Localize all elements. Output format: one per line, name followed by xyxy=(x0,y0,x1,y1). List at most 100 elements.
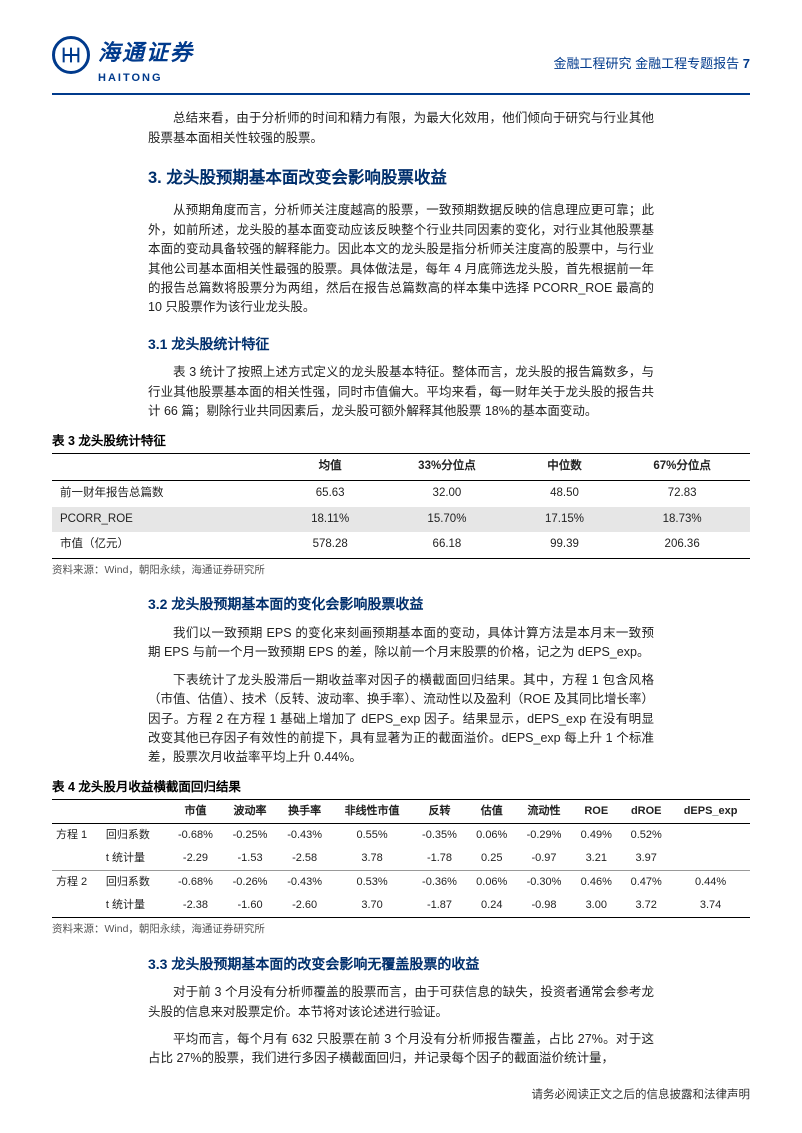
table-3-title: 表 3 龙头股统计特征 xyxy=(52,432,750,451)
t4-r2c5: 0.53% xyxy=(332,871,412,895)
t3-r1c0: PCORR_ROE xyxy=(52,507,281,533)
t4-h6: 反转 xyxy=(412,800,467,824)
t4-r1c3: -1.53 xyxy=(223,847,278,871)
t4-r1c2: -2.29 xyxy=(168,847,223,871)
t4-r0c9: 0.49% xyxy=(571,824,621,848)
t4-r2c2: -0.68% xyxy=(168,871,223,895)
section-3-2-para1: 我们以一致预期 EPS 的变化来刻画预期基本面的变动，具体计算方法是本月末一致预… xyxy=(148,624,654,663)
table-3-block: 表 3 龙头股统计特征 均值 33%分位点 中位数 67%分位点 前一财年报告总… xyxy=(52,432,750,579)
t4-h4: 换手率 xyxy=(277,800,332,824)
t3-r2c3: 99.39 xyxy=(515,532,615,558)
logo-block: 海通证券 HAITONG xyxy=(52,36,194,87)
t4-r3c9: 3.00 xyxy=(571,894,621,918)
t4-r3c8: -0.98 xyxy=(517,894,572,918)
table-4-source: 资料来源：Wind，朝阳永续，海通证券研究所 xyxy=(52,921,750,937)
table-row: 市值（亿元） 578.28 66.18 99.39 206.36 xyxy=(52,532,750,558)
t3-r1c4: 18.73% xyxy=(614,507,750,533)
header-category: 金融工程研究 金融工程专题报告 xyxy=(554,56,740,71)
t4-r2c8: -0.30% xyxy=(517,871,572,895)
t4-r2c7: 0.06% xyxy=(467,871,517,895)
haitong-logo-icon xyxy=(52,36,90,74)
logo-en: HAITONG xyxy=(98,70,194,87)
t4-r3c1: t 统计量 xyxy=(102,894,168,918)
section-3-title: 3. 龙头股预期基本面改变会影响股票收益 xyxy=(148,166,750,192)
t4-h2: 市值 xyxy=(168,800,223,824)
t3-r2c1: 578.28 xyxy=(281,532,379,558)
t3-r1c2: 15.70% xyxy=(379,507,515,533)
t4-h9: ROE xyxy=(571,800,621,824)
table-row: 前一财年报告总篇数 65.63 32.00 48.50 72.83 xyxy=(52,480,750,506)
header-divider xyxy=(52,93,750,95)
t3-h4: 67%分位点 xyxy=(614,453,750,480)
section-3-1-title: 3.1 龙头股统计特征 xyxy=(148,334,750,356)
t4-h3: 波动率 xyxy=(223,800,278,824)
t4-r3c2: -2.38 xyxy=(168,894,223,918)
t4-r1c0 xyxy=(52,847,102,871)
page: 海通证券 HAITONG 金融工程研究 金融工程专题报告 7 总结来看，由于分析… xyxy=(0,0,802,1069)
t4-r2c10: 0.47% xyxy=(621,871,671,895)
table-4-block: 表 4 龙头股月收益横截面回归结果 市值 波动率 换手率 非线性市值 反转 估值… xyxy=(52,778,750,938)
t4-r1c4: -2.58 xyxy=(277,847,332,871)
t3-r0c1: 65.63 xyxy=(281,480,379,506)
t3-h0 xyxy=(52,453,281,480)
t4-r3c7: 0.24 xyxy=(467,894,517,918)
t4-r0c11 xyxy=(671,824,750,848)
logo-text: 海通证券 HAITONG xyxy=(98,36,194,87)
section-3-1-para: 表 3 统计了按照上述方式定义的龙头股基本特征。整体而言，龙头股的报告篇数多，与… xyxy=(148,363,654,421)
t4-r1c7: 0.25 xyxy=(467,847,517,871)
page-header: 海通证券 HAITONG 金融工程研究 金融工程专题报告 7 xyxy=(52,36,750,87)
page-number: 7 xyxy=(743,56,750,71)
t4-r2c6: -0.36% xyxy=(412,871,467,895)
t4-r0c6: -0.35% xyxy=(412,824,467,848)
section-3-2-para2: 下表统计了龙头股滞后一期收益率对因子的横截面回归结果。其中，方程 1 包含风格（… xyxy=(148,671,654,768)
t4-r0c0: 方程 1 xyxy=(52,824,102,848)
section-3-3-para1: 对于前 3 个月没有分析师覆盖的股票而言，由于可获信息的缺失，投资者通常会参考龙… xyxy=(148,983,654,1022)
section-3-3-title: 3.3 龙头股预期基本面的改变会影响无覆盖股票的收益 xyxy=(148,954,750,976)
logo-cn: 海通证券 xyxy=(98,36,194,70)
t4-r0c1: 回归系数 xyxy=(102,824,168,848)
t3-h1: 均值 xyxy=(281,453,379,480)
intro-paragraph: 总结来看，由于分析师的时间和精力有限，为最大化效用，他们倾向于研究与行业其他股票… xyxy=(148,109,654,148)
section-3-2-title: 3.2 龙头股预期基本面的变化会影响股票收益 xyxy=(148,594,750,616)
t4-r3c0 xyxy=(52,894,102,918)
t4-r2c9: 0.46% xyxy=(571,871,621,895)
table-3-source: 资料来源：Wind，朝阳永续，海通证券研究所 xyxy=(52,562,750,578)
t4-h1 xyxy=(102,800,168,824)
t4-r2c1: 回归系数 xyxy=(102,871,168,895)
table-row: t 统计量 -2.29 -1.53 -2.58 3.78 -1.78 0.25 … xyxy=(52,847,750,871)
t4-r2c3: -0.26% xyxy=(223,871,278,895)
t4-r3c3: -1.60 xyxy=(223,894,278,918)
table-4: 市值 波动率 换手率 非线性市值 反转 估值 流动性 ROE dROE dEPS… xyxy=(52,799,750,918)
t4-h8: 流动性 xyxy=(517,800,572,824)
t4-h7: 估值 xyxy=(467,800,517,824)
t3-r2c4: 206.36 xyxy=(614,532,750,558)
t4-r1c10: 3.97 xyxy=(621,847,671,871)
t4-r2c0: 方程 2 xyxy=(52,871,102,895)
header-right: 金融工程研究 金融工程专题报告 7 xyxy=(554,36,750,74)
t4-r3c6: -1.87 xyxy=(412,894,467,918)
t4-h11: dEPS_exp xyxy=(671,800,750,824)
t4-h10: dROE xyxy=(621,800,671,824)
section-3-3-para2: 平均而言，每个月有 632 只股票在前 3 个月没有分析师报告覆盖，占比 27%… xyxy=(148,1030,654,1069)
t4-r3c5: 3.70 xyxy=(332,894,412,918)
t3-r0c0: 前一财年报告总篇数 xyxy=(52,480,281,506)
t4-r1c5: 3.78 xyxy=(332,847,412,871)
footer-disclaimer: 请务必阅读正文之后的信息披露和法律声明 xyxy=(532,1087,751,1105)
t4-h5: 非线性市值 xyxy=(332,800,412,824)
t4-h0 xyxy=(52,800,102,824)
t3-h3: 中位数 xyxy=(515,453,615,480)
t3-r0c3: 48.50 xyxy=(515,480,615,506)
t4-r0c2: -0.68% xyxy=(168,824,223,848)
t4-r0c10: 0.52% xyxy=(621,824,671,848)
t3-r2c2: 66.18 xyxy=(379,532,515,558)
t4-r3c4: -2.60 xyxy=(277,894,332,918)
t4-r2c4: -0.43% xyxy=(277,871,332,895)
t4-r0c3: -0.25% xyxy=(223,824,278,848)
content-body: 总结来看，由于分析师的时间和精力有限，为最大化效用，他们倾向于研究与行业其他股票… xyxy=(52,109,750,1069)
t3-r2c0: 市值（亿元） xyxy=(52,532,281,558)
table-row: PCORR_ROE 18.11% 15.70% 17.15% 18.73% xyxy=(52,507,750,533)
t4-r1c9: 3.21 xyxy=(571,847,621,871)
t4-r1c6: -1.78 xyxy=(412,847,467,871)
t4-r0c4: -0.43% xyxy=(277,824,332,848)
t3-r1c3: 17.15% xyxy=(515,507,615,533)
